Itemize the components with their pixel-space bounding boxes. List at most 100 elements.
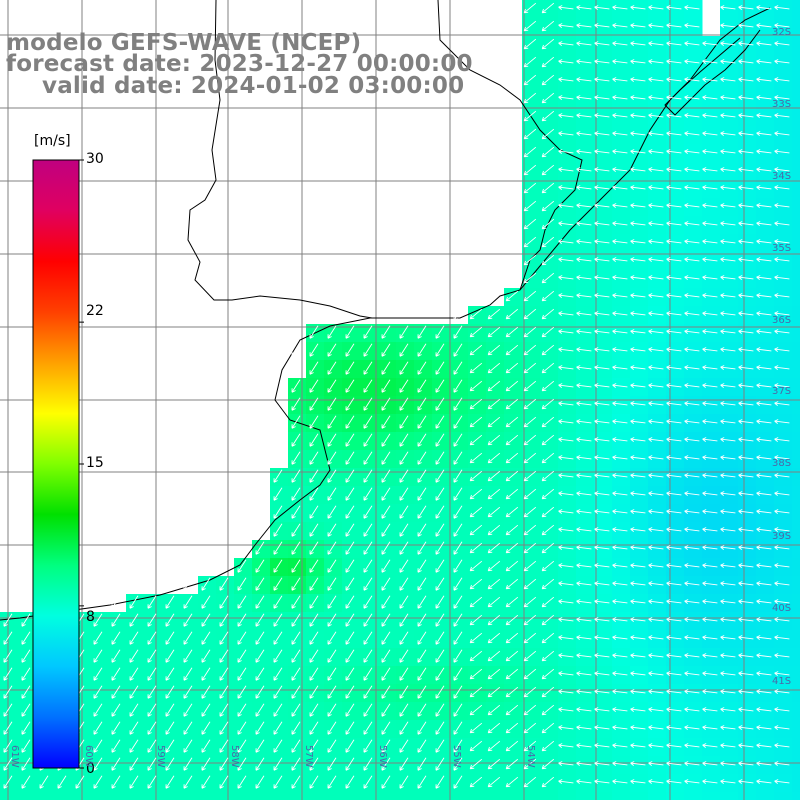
wind-arrow — [469, 578, 483, 590]
field-cell — [180, 702, 199, 721]
wind-arrow — [309, 361, 319, 375]
field-cell — [702, 576, 721, 595]
field-cell — [486, 342, 505, 361]
field-cell — [558, 342, 577, 361]
wind-arrow — [738, 329, 754, 334]
wind-arrow — [291, 487, 301, 501]
field-cell — [504, 792, 523, 800]
field-cell — [774, 432, 793, 451]
field-cell — [576, 306, 595, 325]
field-cell — [522, 630, 541, 649]
field-cell — [0, 792, 19, 800]
field-cell — [342, 594, 361, 613]
field-cell — [594, 270, 613, 289]
field-cell — [648, 558, 667, 577]
wind-arrow — [273, 667, 283, 681]
wind-arrow — [630, 23, 646, 28]
field-cell — [378, 666, 397, 685]
wind-arrow — [594, 527, 610, 532]
field-cell — [126, 630, 145, 649]
wind-arrow — [594, 545, 610, 550]
wind-arrow — [702, 167, 718, 172]
field-cell — [396, 684, 415, 703]
field-cell — [540, 18, 559, 37]
field-cell — [216, 702, 235, 721]
wind-arrow — [541, 524, 555, 536]
wind-arrow — [417, 739, 427, 753]
wind-arrow — [576, 131, 592, 136]
field-cell — [558, 468, 577, 487]
field-cell — [756, 774, 775, 793]
wind-arrow — [487, 398, 501, 410]
field-cell — [756, 576, 775, 595]
field-cell — [648, 594, 667, 613]
field-cell — [720, 252, 739, 271]
field-cell — [414, 648, 433, 667]
wind-arrow — [594, 581, 610, 586]
wind-arrow — [487, 308, 501, 320]
field-cell — [630, 180, 649, 199]
field-cell — [198, 792, 217, 800]
wind-arrow — [273, 469, 283, 483]
wind-arrow — [327, 433, 337, 447]
field-cell — [648, 396, 667, 415]
field-cell — [756, 180, 775, 199]
field-cell — [540, 162, 559, 181]
field-cell — [540, 738, 559, 757]
field-cell — [756, 666, 775, 685]
wind-arrow — [309, 613, 319, 627]
field-cell — [666, 774, 685, 793]
wind-arrow — [738, 95, 754, 100]
field-cell — [0, 774, 19, 793]
wind-arrow — [345, 721, 355, 735]
field-cell — [630, 126, 649, 145]
wind-arrow — [594, 653, 610, 658]
wind-arrow — [576, 41, 592, 46]
wind-arrow — [505, 776, 519, 788]
field-cell — [612, 396, 631, 415]
field-cell — [756, 756, 775, 775]
field-cell — [774, 648, 793, 667]
wind-arrow — [523, 632, 537, 644]
wind-arrow — [558, 95, 574, 100]
wind-arrow — [363, 505, 373, 519]
field-cell — [684, 54, 703, 73]
field-cell — [738, 126, 757, 145]
field-cell — [198, 702, 217, 721]
wind-arrow — [630, 707, 646, 712]
wind-arrow — [576, 635, 592, 640]
field-cell — [396, 666, 415, 685]
wind-arrow — [381, 433, 391, 447]
wind-arrow — [541, 560, 555, 572]
wind-arrow — [453, 595, 463, 609]
field-cell — [720, 792, 739, 800]
field-cell — [468, 612, 487, 631]
coastline — [0, 0, 771, 621]
wind-arrow — [453, 649, 463, 663]
wind-arrow — [612, 725, 628, 730]
wind-arrow — [630, 437, 646, 442]
field-cell — [414, 720, 433, 739]
wind-arrow — [738, 59, 754, 64]
wind-arrow — [255, 721, 265, 735]
field-cell — [306, 378, 325, 397]
wind-arrow — [612, 671, 628, 676]
field-cell — [378, 342, 397, 361]
field-cell — [324, 648, 343, 667]
field-cell — [756, 36, 775, 55]
wind-arrow — [469, 344, 483, 356]
field-cell — [576, 108, 595, 127]
wind-arrow — [21, 775, 31, 789]
field-cell — [792, 126, 800, 145]
field-cell — [522, 702, 541, 721]
field-cell — [180, 684, 199, 703]
field-cell — [612, 108, 631, 127]
river-border-line — [187, 0, 373, 319]
wind-arrow — [453, 361, 463, 375]
field-cell — [756, 504, 775, 523]
field-cell — [378, 792, 397, 800]
field-cell — [540, 36, 559, 55]
wind-arrow — [630, 617, 646, 622]
field-cell — [252, 576, 271, 595]
field-cell — [702, 792, 721, 800]
